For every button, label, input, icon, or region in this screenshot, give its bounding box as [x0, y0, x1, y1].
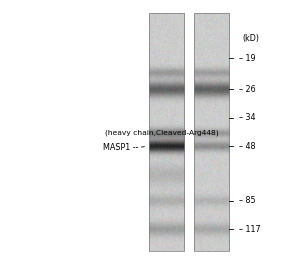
Text: – 34: – 34 — [239, 113, 256, 122]
Text: MASP1 --: MASP1 -- — [103, 143, 139, 152]
Text: – 26: – 26 — [239, 85, 256, 94]
Bar — [194, 13, 229, 251]
Text: (kD): (kD) — [242, 34, 259, 43]
Text: – 48: – 48 — [239, 142, 256, 151]
Text: – 19: – 19 — [239, 54, 256, 63]
Bar — [149, 13, 184, 251]
Text: – 85: – 85 — [239, 196, 256, 205]
Text: – 117: – 117 — [239, 225, 261, 234]
Text: (heavy chain,Cleaved-Arg448): (heavy chain,Cleaved-Arg448) — [105, 130, 218, 136]
